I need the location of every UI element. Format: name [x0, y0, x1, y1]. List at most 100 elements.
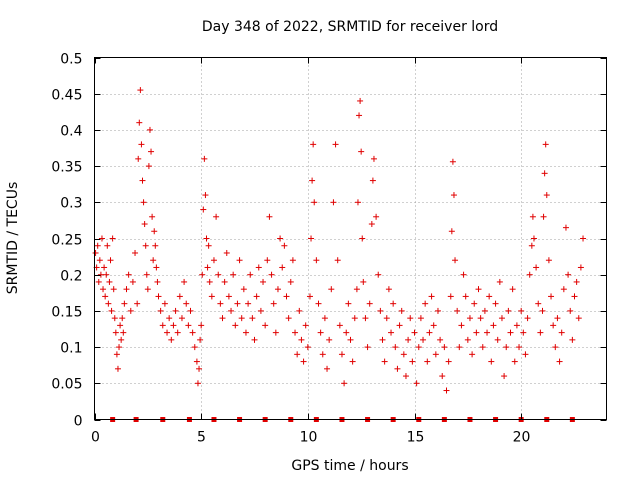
- data-point: [347, 336, 354, 343]
- data-point: [217, 300, 224, 307]
- data-point: [136, 119, 143, 126]
- data-point: [313, 257, 320, 264]
- data-point: [509, 286, 516, 293]
- data-point: [524, 315, 531, 322]
- data-point: [247, 271, 254, 278]
- data-point: [300, 358, 307, 365]
- data-point: [396, 322, 403, 329]
- y-tick-label: 0.05: [51, 377, 82, 393]
- data-point: [144, 286, 151, 293]
- data-point: [139, 177, 146, 184]
- y-tick-label: 0.45: [51, 88, 82, 104]
- data-point: [488, 358, 495, 365]
- data-point: [141, 221, 148, 228]
- data-point: [422, 300, 429, 307]
- data-point: [490, 322, 497, 329]
- data-point: [249, 315, 256, 322]
- data-point: [189, 329, 196, 336]
- y-tick-label: 0.15: [51, 305, 82, 321]
- data-point: [552, 344, 559, 351]
- data-point: [176, 293, 183, 300]
- data-point: [398, 307, 405, 314]
- data-point: [540, 213, 547, 220]
- plot-frame: [94, 57, 607, 420]
- data-point: [201, 155, 208, 162]
- data-point: [155, 293, 162, 300]
- data-point: [454, 307, 461, 314]
- data-point: [475, 286, 482, 293]
- data-point: [143, 271, 150, 278]
- data-point: [417, 315, 424, 322]
- data-point: [197, 336, 204, 343]
- data-point: [343, 329, 350, 336]
- data-point: [223, 249, 230, 256]
- data-point: [558, 329, 565, 336]
- data-point: [413, 380, 420, 387]
- data-point: [145, 163, 152, 170]
- data-point: [150, 257, 157, 264]
- data-point: [530, 235, 537, 242]
- data-point: [137, 87, 144, 94]
- data-point: [234, 300, 241, 307]
- data-point: [332, 141, 339, 148]
- data-point: [106, 278, 113, 285]
- data-point: [199, 271, 206, 278]
- data-point: [253, 293, 260, 300]
- data-point: [187, 307, 194, 314]
- data-point: [518, 307, 525, 314]
- data-point: [159, 322, 166, 329]
- data-point: [390, 300, 397, 307]
- data-point: [228, 307, 235, 314]
- ticks-layer: 0 0.05 0.1 0.15 0.2 0.25 0.3 0.35 0.4 0.45 0.5 0 5 10…: [51, 52, 607, 446]
- y-axis-label: SRMTID / TECUs: [5, 182, 21, 295]
- data-point: [338, 351, 345, 358]
- data-point: [520, 329, 527, 336]
- data-point: [164, 329, 171, 336]
- data-point: [466, 315, 473, 322]
- data-point: [501, 373, 508, 380]
- data-point: [183, 300, 190, 307]
- data-point: [101, 264, 108, 271]
- data-point: [117, 322, 124, 329]
- data-point: [100, 286, 107, 293]
- data-point: [152, 242, 159, 249]
- data-point: [484, 329, 491, 336]
- data-point: [240, 286, 247, 293]
- data-point: [208, 293, 215, 300]
- y-tick-label: 0.25: [51, 233, 82, 249]
- data-point: [481, 307, 488, 314]
- x-tick-label: 10: [300, 430, 318, 446]
- data-point: [225, 293, 232, 300]
- y-tick-label: 0: [74, 414, 83, 430]
- data-point: [154, 278, 161, 285]
- data-point: [450, 192, 457, 199]
- x-tick-label: 0: [91, 430, 100, 446]
- data-point: [535, 300, 542, 307]
- data-point: [407, 315, 414, 322]
- data-point: [511, 358, 518, 365]
- data-point: [118, 336, 125, 343]
- data-point: [157, 307, 164, 314]
- data-point: [377, 307, 384, 314]
- data-point: [206, 278, 213, 285]
- data-point: [321, 315, 328, 322]
- data-point: [123, 286, 130, 293]
- data-point: [385, 286, 392, 293]
- data-point: [272, 329, 279, 336]
- data-point: [304, 344, 311, 351]
- data-point: [545, 257, 552, 264]
- data-point: [268, 271, 275, 278]
- x-axis-label: GPS time / hours: [291, 458, 408, 474]
- data-point: [178, 315, 185, 322]
- data-point: [191, 344, 198, 351]
- data-point: [203, 235, 210, 242]
- data-point: [92, 249, 99, 256]
- data-point: [151, 228, 158, 235]
- data-point: [405, 336, 412, 343]
- data-point: [464, 336, 471, 343]
- data-point: [409, 358, 416, 365]
- data-point: [185, 322, 192, 329]
- data-point: [116, 344, 123, 351]
- data-point: [477, 315, 484, 322]
- grid-layer: [94, 57, 607, 420]
